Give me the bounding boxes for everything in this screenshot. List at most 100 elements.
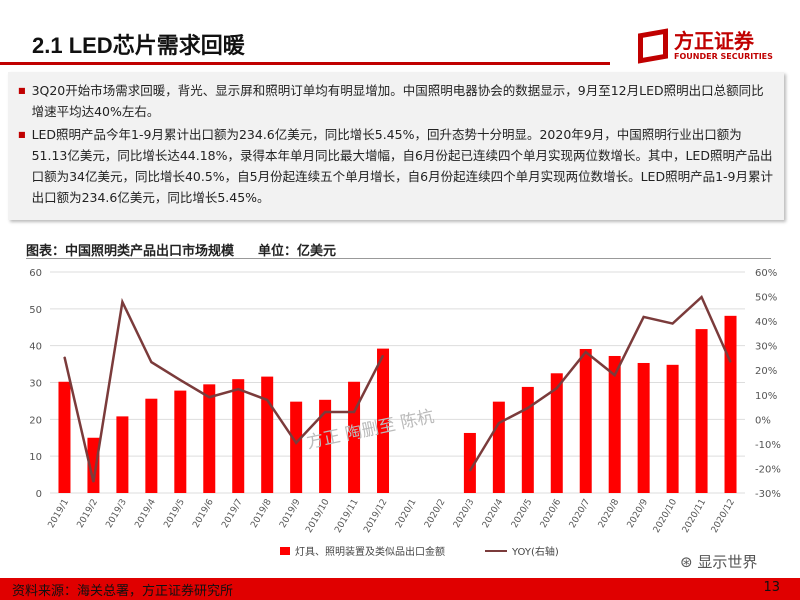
- yoy-line: [63, 297, 385, 483]
- bar: [521, 386, 534, 493]
- bar: [550, 373, 563, 493]
- bar: [58, 381, 71, 493]
- right-tick-label: 10%: [755, 391, 777, 402]
- left-tick-label: 20: [29, 415, 42, 426]
- left-tick-label: 50: [29, 305, 42, 316]
- yoy-point: [353, 411, 355, 413]
- yoy-point: [527, 407, 529, 409]
- bar: [87, 437, 100, 493]
- x-tick-label: 2020/5: [510, 498, 534, 530]
- x-tick-label: 2019/10: [304, 497, 331, 535]
- legend-bar-swatch: [280, 546, 290, 555]
- right-tick-label: -30%: [755, 489, 781, 500]
- title-rule: [0, 62, 610, 65]
- right-tick-label: 30%: [755, 342, 777, 353]
- right-tick-label: 60%: [755, 268, 777, 279]
- x-tick-label: 2019/5: [162, 498, 186, 530]
- bullet-icon: ■: [18, 130, 26, 139]
- bar: [145, 398, 158, 493]
- yoy-point: [382, 354, 384, 356]
- legend-line-label: YOY(右轴): [512, 547, 559, 558]
- x-tick-label: 2019/9: [278, 497, 303, 530]
- bar: [579, 348, 592, 493]
- yoy-point: [701, 296, 703, 298]
- x-tick-label: 2020/8: [597, 497, 622, 530]
- yoy-point: [672, 323, 674, 325]
- yoy-point: [585, 351, 587, 353]
- bar: [319, 399, 332, 493]
- wechat-watermark: ⊛ 显示世界: [680, 553, 758, 571]
- yoy-point: [324, 411, 326, 413]
- logo-cn: 方正证券: [674, 29, 754, 53]
- chart-title: 图表：中国照明类产品出口市场规模 单位：亿美元: [26, 240, 336, 259]
- bar: [695, 329, 708, 493]
- bar: [116, 416, 129, 493]
- legend-line-swatch: [485, 549, 507, 552]
- bar: [377, 348, 390, 493]
- yoy-point: [266, 399, 268, 401]
- yoy-point: [556, 387, 558, 389]
- yoy-point: [643, 316, 645, 318]
- right-tick-label: 0%: [755, 415, 771, 426]
- x-tick-label: 2020/10: [652, 497, 679, 535]
- yoy-point: [121, 301, 123, 303]
- yoy-point: [179, 379, 181, 381]
- footer: 资料来源：海关总署，方正证券研究所 13: [0, 578, 800, 600]
- left-tick-label: 60: [29, 268, 42, 279]
- bar: [637, 362, 650, 493]
- x-tick-label: 2020/1: [394, 498, 418, 530]
- x-tick-label: 2019/1: [47, 498, 71, 530]
- bullet: ■ LED照明产品今年1-9月累计出口额为234.6亿美元，同比增长5.45%，回…: [18, 124, 774, 208]
- chart-title-rule: [26, 258, 771, 259]
- yoy-line: [468, 294, 732, 472]
- right-tick-label: -20%: [755, 464, 781, 475]
- logo-en: FOUNDER SECURITIES: [674, 52, 773, 61]
- x-tick-label: 2019/4: [133, 497, 158, 530]
- bar: [203, 384, 216, 493]
- yoy-point: [295, 442, 297, 444]
- chart-title-text: 图表：中国照明类产品出口市场规模: [26, 244, 235, 259]
- yoy-point: [237, 388, 239, 390]
- bullet: ■ 3Q20开始市场需求回暖，背光、显示屏和照明订单均有明显增加。中国照明电器协会…: [18, 80, 774, 122]
- x-tick-label: 2020/9: [626, 497, 651, 530]
- left-tick-label: 40: [29, 342, 42, 353]
- legend: 灯具、照明装置及类似品出口金额 YOY(右轴): [280, 543, 559, 558]
- bar: [261, 376, 274, 493]
- bullet-icon: ■: [18, 86, 26, 95]
- x-tick-label: 2019/8: [249, 497, 274, 530]
- x-tick-label: 2020/4: [481, 497, 506, 530]
- bar: [232, 379, 245, 493]
- bar: [463, 432, 476, 493]
- yoy-point: [498, 422, 500, 424]
- yoy-point: [63, 356, 65, 358]
- x-tick-label: 2020/3: [452, 498, 476, 530]
- legend-bar-label: 灯具、照明装置及类似品出口金额: [295, 547, 445, 558]
- bar: [724, 315, 737, 493]
- left-tick-label: 30: [29, 379, 42, 390]
- right-tick-label: -10%: [755, 440, 781, 451]
- x-tick-label: 2020/12: [710, 498, 737, 535]
- right-tick-label: 40%: [755, 317, 777, 328]
- source-text: 资料来源：海关总署，方正证券研究所: [12, 584, 234, 599]
- yoy-point: [150, 361, 152, 363]
- bullet-text: LED照明产品今年1-9月累计出口额为234.6亿美元，同比增长5.45%，回升…: [31, 127, 773, 205]
- bar: [608, 355, 621, 493]
- x-tick-label: 2019/12: [362, 498, 389, 535]
- yoy-point: [208, 396, 210, 398]
- x-tick-label: 2019/2: [76, 498, 100, 530]
- bar: [348, 381, 361, 493]
- x-tick-label: 2019/11: [333, 498, 360, 535]
- x-tick-label: 2020/11: [681, 498, 708, 535]
- yoy-point: [469, 470, 471, 472]
- page-title: 2.1 LED芯片需求回暖: [32, 33, 245, 58]
- left-tick-label: 10: [29, 452, 42, 463]
- bullet-text: 3Q20开始市场需求回暖，背光、显示屏和照明订单均有明显增加。中国照明电器协会的…: [31, 83, 764, 119]
- wechat-text: 显示世界: [697, 553, 758, 571]
- bar: [174, 390, 187, 493]
- bar: [492, 401, 505, 493]
- x-tick-label: 2020/7: [568, 498, 592, 530]
- x-tick-label: 2020/6: [539, 497, 564, 530]
- yoy-point: [730, 361, 732, 363]
- x-tick-label: 2019/7: [220, 498, 244, 530]
